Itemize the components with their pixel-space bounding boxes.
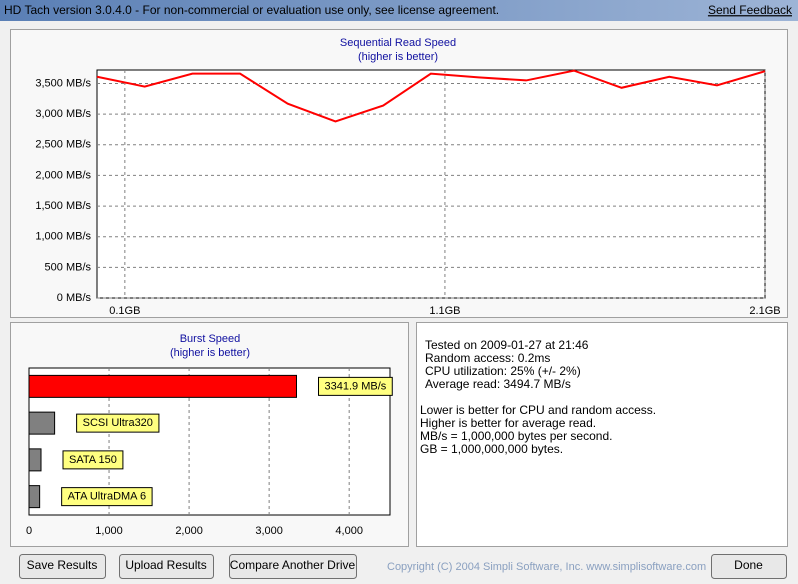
info-line: Average read: 3494.7 MB/s: [425, 377, 571, 391]
button[interactable]: [711, 554, 787, 579]
category-label: SATA 150: [69, 454, 117, 466]
chart-subtitle: (higher is better): [358, 51, 438, 63]
y-tick-label: 0 MB/s: [57, 292, 92, 304]
button-label[interactable]: Compare Another Drive: [230, 558, 356, 572]
copyright: Copyright (C) 2004 Simpli Software, Inc.…: [387, 561, 706, 573]
label-box: [76, 413, 160, 433]
x-tick-label: 1.1GB: [429, 305, 460, 317]
y-tick-label: 2,500 MB/s: [35, 139, 91, 151]
label-box: [61, 487, 153, 507]
x-tick-label: 4,000: [335, 525, 363, 537]
bar: [28, 411, 56, 435]
bar: [28, 448, 42, 472]
y-tick-label: 3,500 MB/s: [35, 77, 91, 89]
button-label[interactable]: Done: [734, 558, 763, 572]
note-line: MB/s = 1,000,000 bytes per second.: [420, 429, 612, 443]
bar: [28, 374, 298, 398]
plot-area: [96, 69, 766, 299]
chart-title: Sequential Read Speed: [340, 37, 456, 49]
info-line: CPU utilization: 25% (+/- 2%): [425, 364, 581, 378]
x-tick-label: 1,000: [95, 525, 123, 537]
note-line: Lower is better for CPU and random acces…: [420, 403, 656, 417]
info-panel: [416, 322, 788, 547]
label-box: [62, 450, 124, 470]
y-tick-label: 1,500 MB/s: [35, 200, 91, 212]
x-tick-label: 2,000: [175, 525, 203, 537]
read-line: [96, 69, 766, 123]
x-tick-label: 3,000: [255, 525, 283, 537]
info-line: Tested on 2009-01-27 at 21:46: [425, 338, 589, 352]
chart-subtitle: (higher is better): [170, 347, 250, 359]
button[interactable]: [119, 554, 214, 579]
note-line: Higher is better for average read.: [420, 416, 596, 430]
info-line: Random access: 0.2ms: [425, 351, 550, 365]
x-tick-label: 0.1GB: [109, 305, 140, 317]
button-label[interactable]: Upload Results: [125, 558, 206, 572]
y-tick-label: 3,000 MB/s: [35, 108, 91, 120]
window-title: HD Tach version 3.0.4.0 - For non-commer…: [4, 3, 499, 17]
feedback-link[interactable]: Send Feedback: [708, 3, 793, 17]
y-tick-label: 1,000 MB/s: [35, 231, 91, 243]
y-tick-label: 500 MB/s: [45, 261, 92, 273]
title-bar: [0, 0, 798, 21]
button-label[interactable]: Save Results: [27, 558, 98, 572]
x-tick-label: 2.1GB: [749, 305, 780, 317]
y-tick-label: 2,000 MB/s: [35, 169, 91, 181]
chart-title: Burst Speed: [180, 333, 241, 345]
bar: [28, 485, 41, 509]
button[interactable]: [19, 554, 106, 579]
note-line: GB = 1,000,000,000 bytes.: [420, 442, 563, 456]
x-tick-label: 0: [26, 525, 32, 537]
value-label: 3341.9 MB/s: [325, 380, 387, 392]
label-box: [318, 376, 393, 396]
category-label: SCSI Ultra320: [83, 417, 153, 429]
button[interactable]: [229, 554, 357, 579]
category-label: ATA UltraDMA 6: [68, 491, 146, 503]
